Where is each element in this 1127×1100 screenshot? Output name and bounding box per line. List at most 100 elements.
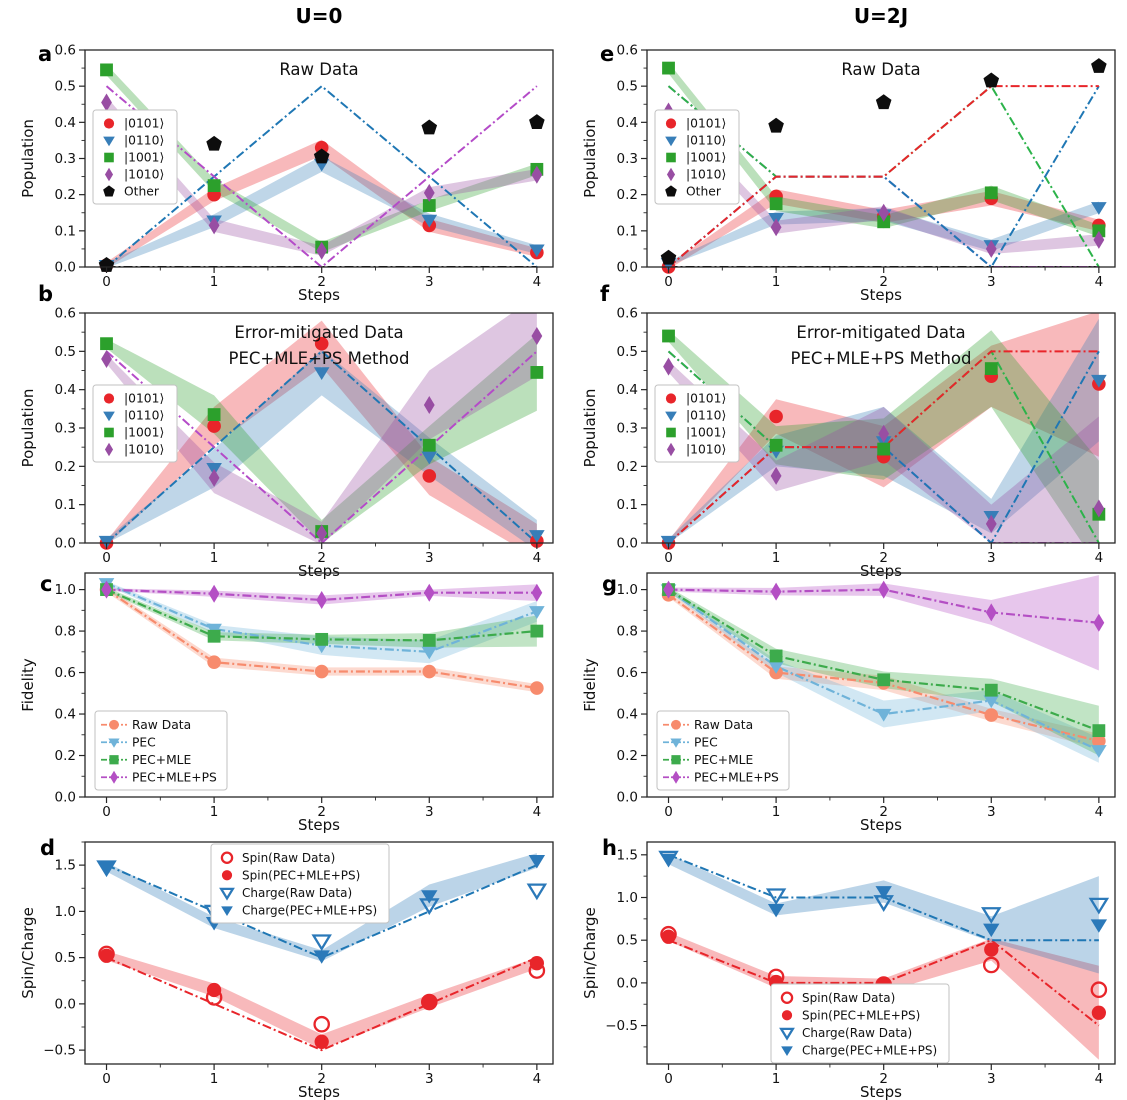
y-tick-label: 0.0 — [55, 536, 76, 552]
y-tick-label: 0.2 — [55, 459, 76, 475]
marker-charge-raw-data — [981, 907, 1002, 924]
x-tick-label: 0 — [664, 274, 673, 290]
marker-other — [421, 119, 438, 135]
y-tick-label: 1.5 — [617, 847, 638, 863]
legend-marker-1010 — [104, 442, 114, 457]
marker-pec-mle-ps — [531, 583, 543, 602]
marker-raw-data — [530, 681, 544, 695]
legend-label: Charge(PEC+MLE+PS) — [802, 1043, 937, 1057]
marker-charge-pec-mle-ps — [421, 890, 438, 904]
y-tick-label: 0.0 — [55, 790, 76, 806]
x-axis-label: Steps — [860, 562, 902, 580]
y-tick-label: 0.4 — [617, 115, 638, 131]
y-tick-label: 0.4 — [617, 707, 638, 723]
panel-h: −0.5 0.0 0.5 1.0 1.5 0 1 2 3 4 Steps Spin/Charge Spi… — [581, 841, 1116, 1100]
panel-a: 0.0 0.1 0.2 0.3 0.4 0.5 0.6 0 1 2 3 4 Raw Data Steps P… — [19, 43, 554, 304]
marker-charge-raw-data — [311, 934, 332, 952]
series-raw-data — [661, 587, 1106, 748]
y-axis-label: Population — [19, 389, 37, 468]
panel-g: 0.0 0.2 0.4 0.6 0.8 1.0 0 1 2 3 4 Steps Fidelity Raw … — [581, 572, 1116, 834]
legend-d: Spin(Raw Data) Spin(PEC+MLE+PS) Charge(Raw… — [210, 843, 390, 924]
y-tick-label: 0.1 — [617, 223, 638, 239]
marker-spin-pec-mle-ps — [206, 982, 222, 998]
band-0101 — [106, 139, 537, 267]
y-axis-label: Population — [581, 119, 599, 198]
marker-raw-data — [1092, 734, 1106, 748]
marker-pec-mle — [207, 629, 221, 643]
y-tick-label: 0.0 — [617, 790, 638, 806]
panel-letter-b: b — [38, 282, 54, 306]
series-1010 — [101, 93, 543, 260]
y-tick-label: 0.8 — [55, 624, 76, 640]
marker-other — [1091, 58, 1107, 73]
band-1010 — [668, 106, 1099, 254]
x-tick-label: 0 — [102, 550, 111, 566]
legend-label: Spin(Raw Data) — [802, 991, 895, 1005]
marker-other — [875, 94, 892, 110]
marker-1001 — [984, 362, 998, 375]
legend-box — [654, 384, 740, 463]
legend-marker-pec-mle-ps — [672, 770, 680, 784]
legend-label: Raw Data — [694, 718, 753, 732]
x-tick-label: 3 — [987, 550, 996, 566]
series-1001 — [662, 61, 1106, 238]
y-tick-label: 1.5 — [55, 858, 76, 874]
marker-raw-data — [207, 655, 221, 669]
marker-raw-data — [984, 708, 999, 722]
y-tick-label: 0.0 — [55, 996, 76, 1012]
ideal-0110 — [105, 349, 538, 543]
legend-label: |1001⟩ — [124, 151, 164, 166]
y-axis-label: Population — [581, 389, 599, 468]
x-tick-label: 1 — [210, 274, 219, 290]
x-tick-label: 4 — [533, 804, 542, 820]
band-charge-pec-mle-ps — [106, 853, 537, 962]
legend-marker-charge-pec-mle-ps — [221, 906, 233, 916]
x-tick-label: 1 — [772, 274, 781, 290]
legend-marker-1010 — [104, 167, 114, 182]
x-tick-label: 2 — [317, 550, 326, 566]
legend-h: Spin(Raw Data) Spin(PEC+MLE+PS) Charge(Raw… — [770, 983, 950, 1064]
marker-pec — [983, 695, 1000, 709]
legend-marker-charge-pec-mle-ps — [781, 1046, 793, 1056]
marker-other — [313, 148, 330, 164]
ideal-0110 — [105, 84, 538, 267]
x-tick-label: 1 — [210, 804, 219, 820]
y-tick-label: 0.3 — [55, 421, 76, 437]
legend-label: Other — [124, 185, 160, 199]
marker-pec-mle — [422, 634, 436, 647]
axes-box — [646, 841, 1116, 1065]
legend-label: Charge(PEC+MLE+PS) — [242, 903, 377, 917]
marker-pec-mle-ps — [316, 590, 328, 609]
marker-charge-raw-data — [1088, 897, 1110, 915]
marker-charge-pec-mle-ps — [983, 923, 1000, 938]
marker-1001 — [100, 337, 113, 351]
x-tick-label: 4 — [1095, 1071, 1104, 1087]
marker-pec — [875, 708, 892, 722]
legend-marker-spin-raw-data — [780, 991, 794, 1005]
legend-a: |0101⟩ |0110⟩ |1001⟩ |1010⟩ Other — [92, 109, 178, 205]
legend-marker-spin-pec-mle-ps — [221, 870, 233, 881]
legend-c: Raw Data PEC PEC+MLE PEC+MLE+PS — [94, 710, 228, 791]
legend-label: PEC — [132, 735, 156, 749]
legend-label: Spin(PEC+MLE+PS) — [242, 868, 360, 882]
series-1001 — [100, 337, 544, 538]
legend-marker-spin-raw-data — [220, 851, 234, 865]
marker-charge-raw-data — [526, 883, 548, 901]
x-tick-label: 3 — [425, 274, 434, 290]
x-tick-label: 3 — [987, 804, 996, 820]
series-1010 — [663, 102, 1105, 258]
x-tick-label: 1 — [772, 550, 781, 566]
y-tick-label: 0.5 — [617, 933, 638, 949]
column-title-u2j: U=2J — [853, 4, 909, 28]
legend-label: |0110⟩ — [124, 134, 164, 149]
marker-1010 — [985, 514, 997, 533]
marker-spin-pec-mle-ps — [661, 929, 676, 944]
marker-1001 — [662, 61, 675, 75]
marker-spin-raw-data — [313, 1015, 330, 1033]
marker-charge-pec-mle-ps — [875, 886, 892, 900]
y-tick-label: 0.3 — [617, 151, 638, 167]
legend-marker-0110 — [665, 136, 677, 147]
marker-other — [768, 117, 784, 133]
legend-label: |1010⟩ — [686, 443, 726, 458]
